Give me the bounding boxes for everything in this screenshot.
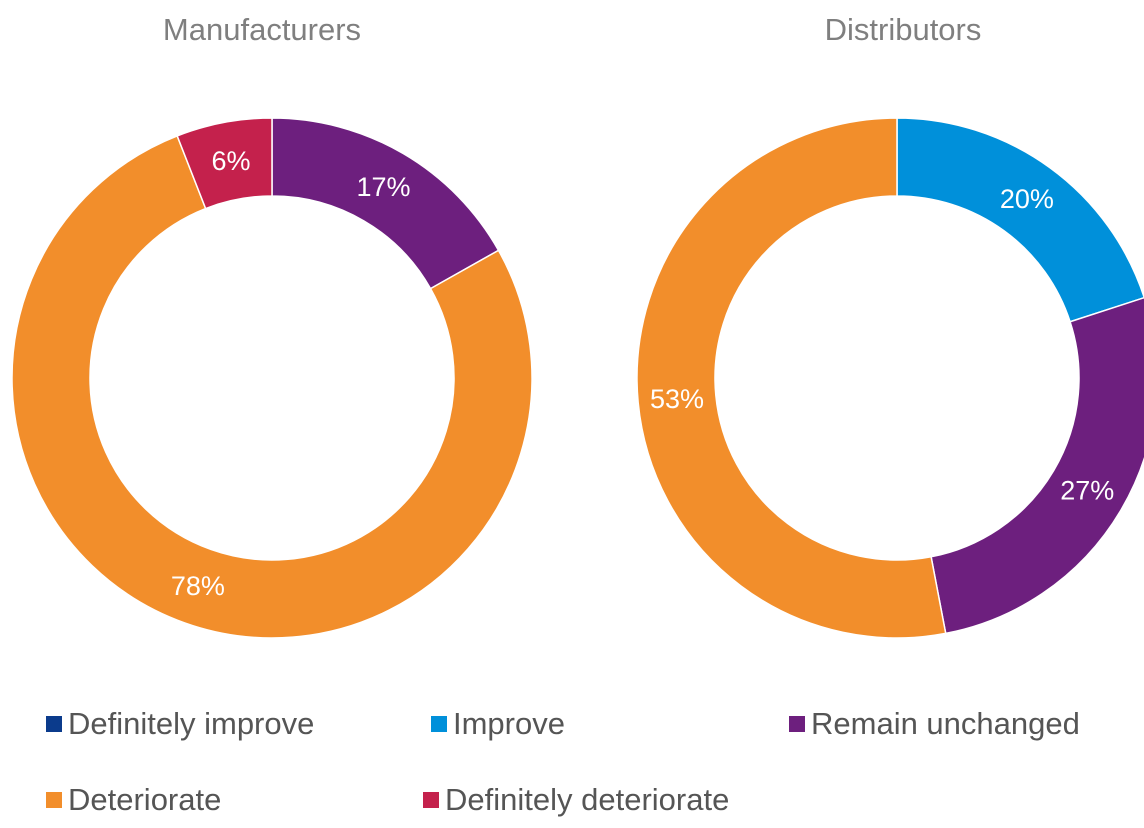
legend: Definitely improve Improve Remain unchange…	[46, 706, 1080, 817]
chart-title-manufacturers: Manufacturers	[163, 12, 361, 47]
legend-item-definitely-improve: Definitely improve	[46, 706, 314, 741]
slice-value-label: 53%	[650, 384, 704, 414]
legend-item-deteriorate: Deteriorate	[46, 782, 221, 817]
legend-swatch	[46, 792, 62, 808]
slice-value-label: 27%	[1060, 475, 1114, 505]
legend-swatch	[423, 792, 439, 808]
donut-slice-remain-unchanged	[271, 117, 500, 290]
legend-label: Definitely improve	[68, 706, 314, 741]
legend-swatch	[789, 716, 805, 732]
slice-value-label: 17%	[356, 172, 410, 202]
slice-value-label: 20%	[1000, 184, 1054, 214]
donut-distributors: 20% 27% 53%	[636, 117, 1144, 639]
donut-manufacturers: 17% 78% 6%	[11, 117, 533, 639]
legend-item-remain-unchanged: Remain unchanged	[789, 706, 1080, 741]
legend-item-definitely-deteriorate: Definitely deteriorate	[423, 782, 729, 817]
legend-item-improve: Improve	[431, 706, 565, 741]
slice-value-label: 78%	[171, 571, 225, 601]
legend-label: Deteriorate	[68, 782, 221, 817]
legend-label: Remain unchanged	[811, 706, 1080, 741]
legend-label: Improve	[453, 706, 565, 741]
slice-value-label: 6%	[211, 146, 250, 176]
legend-swatch	[431, 716, 447, 732]
chart-title-distributors: Distributors	[825, 12, 982, 47]
donut-slice-definitely-deteriorate	[176, 117, 273, 210]
donut-slice-deteriorate	[636, 117, 947, 639]
legend-swatch	[46, 716, 62, 732]
donut-slice-remain-unchanged	[930, 296, 1144, 635]
donut-slice-improve	[896, 117, 1144, 323]
donut-slice-deteriorate	[11, 134, 533, 639]
legend-label: Definitely deteriorate	[445, 782, 729, 817]
